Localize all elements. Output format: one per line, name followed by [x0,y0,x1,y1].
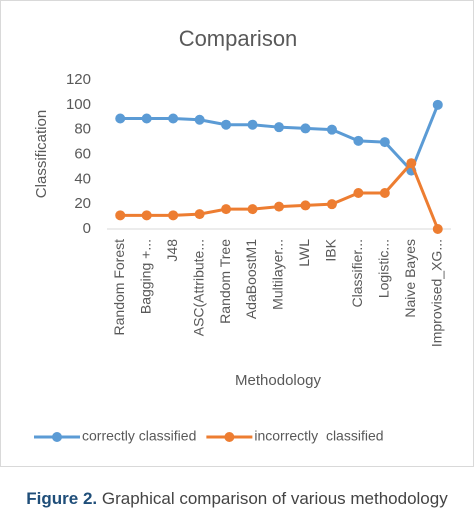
y-tick-label: 20 [74,195,91,212]
legend-marker [224,432,235,442]
x-tick-label: Classifier... [349,239,365,307]
caption-label: Figure 2. [26,489,98,508]
point [406,158,417,169]
point [247,119,258,130]
point [274,122,284,133]
x-tick-label: Improvised_XG... [428,239,444,347]
point [326,199,337,210]
y-tick-label: 60 [74,145,91,162]
point [168,113,179,124]
x-tick-label: Naive Bayes [402,239,418,318]
point [300,123,311,134]
y-axis-title: Classification [33,110,50,198]
x-tick-label: IBK [323,238,339,261]
point [141,210,152,221]
point [379,187,390,198]
point [274,201,284,212]
x-tick-label: Random Tree [217,239,233,324]
caption: Figure 2. Graphical comparison of variou… [20,488,454,527]
point [247,204,258,215]
chart: Comparison Classification Methodology 0 2… [0,0,474,467]
legend-label: correctly classified [82,428,196,444]
point [141,113,152,124]
caption-text: Graphical comparison of various methodol… [101,489,448,508]
x-tick-label: Bagging +... [137,239,153,314]
point [300,200,311,211]
x-axis-title: Methodology [235,372,321,389]
x-tick-label: J48 [164,239,180,262]
x-tick-label: Multilayer... [270,239,286,310]
x-tick-label: LWL [296,239,312,267]
point [221,204,232,215]
x-tick-label: AdaBoostM1 [243,239,259,319]
point [115,113,126,124]
y-tick-label: 120 [66,71,91,88]
point [194,209,205,220]
point [168,210,179,221]
legend-marker [52,432,62,442]
point [221,119,232,130]
y-tick-label: 80 [74,121,91,138]
y-tick-label: 40 [74,170,91,187]
point [194,114,205,125]
legend-label: incorrectly classified [254,428,383,444]
y-tick-label: 0 [83,220,91,237]
point [353,187,364,198]
x-tick-label: Logistic... [376,239,392,298]
series-line [120,104,440,174]
point [326,124,337,135]
y-tick-label: 100 [66,96,91,113]
chart-title: Comparison [179,26,298,51]
point [432,224,443,234]
x-tick-label: ASC(Attribute... [190,239,206,336]
point [432,99,443,110]
series-line [120,160,440,230]
point [115,210,126,221]
point [379,137,390,148]
x-tick-label: Random Forest [111,239,127,336]
point [353,135,364,146]
